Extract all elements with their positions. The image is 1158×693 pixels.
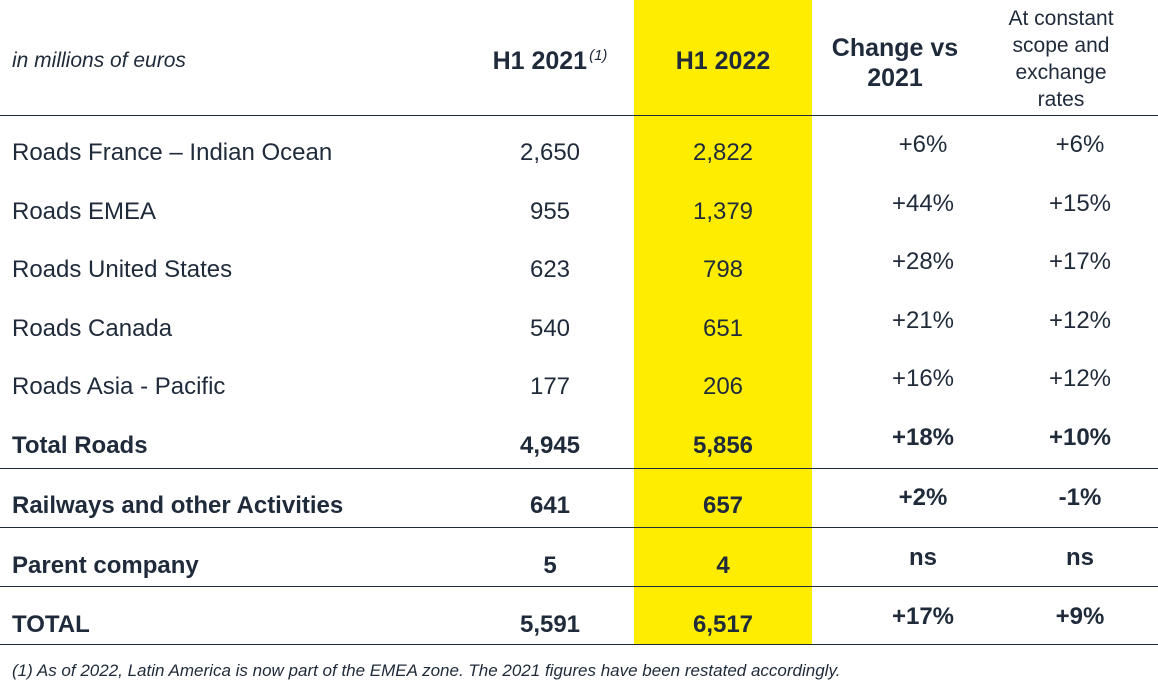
value-h1-2021: 177 xyxy=(529,373,571,400)
value-h1-2022: 4 xyxy=(716,552,730,579)
column-header-constant-line1: At constant xyxy=(1008,7,1114,30)
value-constant: +17% xyxy=(1048,248,1112,275)
column-header-h1-2022: H1 2022 xyxy=(675,46,771,75)
value-h1-2021: 4,945 xyxy=(519,432,581,459)
value-h1-2021: 5,591 xyxy=(519,611,581,638)
value-constant: +12% xyxy=(1048,307,1112,334)
value-h1-2022: 657 xyxy=(702,492,744,519)
value-h1-2022: 798 xyxy=(702,256,744,283)
value-change: +16% xyxy=(891,365,955,392)
value-change: +17% xyxy=(891,603,955,630)
column-header-constant-line4: rates xyxy=(1037,88,1085,111)
value-change: +2% xyxy=(898,484,948,511)
footnote-marker: (1) xyxy=(589,46,608,64)
row-label: Railways and other Activities xyxy=(12,492,344,519)
table-bottom-border xyxy=(0,644,1158,645)
value-h1-2021: 623 xyxy=(529,256,571,283)
column-header-change: Change vs 2021 xyxy=(812,28,978,98)
row-label: TOTAL xyxy=(12,611,90,638)
table-row-total: TOTAL 5,591 6,517 +17% +9% xyxy=(0,603,1158,645)
value-h1-2021: 5 xyxy=(543,552,557,579)
column-header-h1-2021-text: H1 2021 xyxy=(492,46,588,75)
value-change: ns xyxy=(908,544,937,571)
header-divider xyxy=(0,115,1158,116)
value-constant: +9% xyxy=(1055,603,1105,630)
column-header-constant-line2: scope and xyxy=(1012,34,1110,57)
row-label: Parent company xyxy=(12,552,199,579)
table-row: Roads EMEA 955 1,379 +44% +15% xyxy=(0,190,1158,232)
value-change: +28% xyxy=(891,248,955,275)
table-row: Roads Canada 540 651 +21% +12% xyxy=(0,307,1158,349)
table-row-total-roads: Total Roads 4,945 5,856 +18% +10% xyxy=(0,424,1158,466)
column-header-h1-2021: H1 2021 (1) xyxy=(470,38,630,84)
footnote: (1) As of 2022, Latin America is now par… xyxy=(12,661,841,680)
row-label: Roads France – Indian Ocean xyxy=(12,139,333,166)
row-divider xyxy=(0,468,1158,469)
value-h1-2022: 5,856 xyxy=(692,432,754,459)
row-label: Roads Asia - Pacific xyxy=(12,373,226,400)
value-h1-2021: 955 xyxy=(529,198,571,225)
value-change: +6% xyxy=(898,131,948,158)
value-constant: +6% xyxy=(1055,131,1105,158)
table-row: Roads United States 623 798 +28% +17% xyxy=(0,248,1158,290)
table-row-railways: Railways and other Activities 641 657 +2… xyxy=(0,484,1158,526)
value-h1-2021: 2,650 xyxy=(519,139,581,166)
row-label: Roads Canada xyxy=(12,315,173,342)
column-header-change-line1: Change vs xyxy=(831,34,959,62)
row-divider xyxy=(0,527,1158,528)
table-row-parent-company: Parent company 5 4 ns ns xyxy=(0,544,1158,586)
column-header-constant-scope: At constant scope and exchange rates xyxy=(986,6,1136,112)
value-h1-2022: 651 xyxy=(702,315,744,342)
value-constant: +12% xyxy=(1048,365,1112,392)
value-h1-2022: 206 xyxy=(702,373,744,400)
value-h1-2021: 641 xyxy=(529,492,571,519)
value-change: +44% xyxy=(891,190,955,217)
table-row: Roads Asia - Pacific 177 206 +16% +12% xyxy=(0,365,1158,407)
value-constant: +15% xyxy=(1048,190,1112,217)
value-h1-2022: 1,379 xyxy=(692,198,754,225)
table-row: Roads France – Indian Ocean 2,650 2,822 … xyxy=(0,131,1158,173)
value-h1-2022: 2,822 xyxy=(692,139,754,166)
row-label: Total Roads xyxy=(12,432,148,459)
column-header-change-line2: 2021 xyxy=(867,64,923,92)
row-label: Roads United States xyxy=(12,256,233,283)
value-change: +21% xyxy=(891,307,955,334)
column-header-constant-line3: exchange xyxy=(1015,61,1107,84)
unit-label: in millions of euros xyxy=(12,49,186,72)
h1-2022-highlight-column xyxy=(634,0,812,644)
row-label: Roads EMEA xyxy=(12,198,157,225)
value-h1-2022: 6,517 xyxy=(692,611,754,638)
value-constant: ns xyxy=(1065,544,1094,571)
value-h1-2021: 540 xyxy=(529,315,571,342)
value-constant: +10% xyxy=(1048,424,1112,451)
value-change: +18% xyxy=(891,424,955,451)
row-divider xyxy=(0,586,1158,587)
value-constant: -1% xyxy=(1058,484,1102,511)
